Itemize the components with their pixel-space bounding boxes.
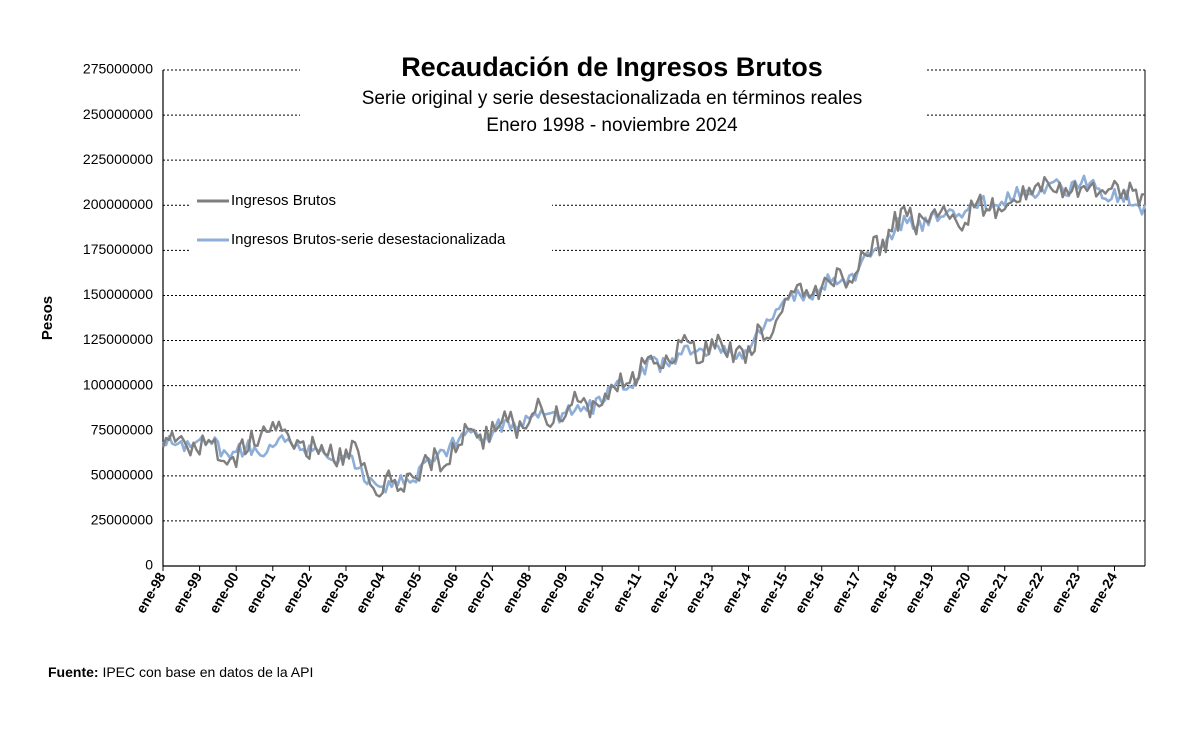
y-tick-label: 175000000 xyxy=(83,241,153,257)
title-background xyxy=(300,46,925,138)
x-tick-label: ene-15 xyxy=(755,569,791,616)
y-tick-labels: 0 25000000 50000000 75000000 100000000 125000… xyxy=(83,61,153,573)
y-tick-label: 125000000 xyxy=(83,331,153,347)
source-text: IPEC con base en datos de la API xyxy=(102,664,314,680)
legend: Ingresos Brutos Ingresos Brutos-serie de… xyxy=(190,188,552,254)
legend-label-desestacionalizada: Ingresos Brutos-serie desestacionalizada xyxy=(231,231,506,248)
y-tick-label: 250000000 xyxy=(83,106,153,122)
source-label: Fuente: xyxy=(48,664,99,680)
x-tick-label: ene-19 xyxy=(901,569,937,616)
chart-subtitle-2: Enero 1998 - noviembre 2024 xyxy=(486,115,738,136)
y-tick-label: 0 xyxy=(145,557,153,573)
x-tick-label: ene-03 xyxy=(316,569,352,616)
x-tick-label: ene-16 xyxy=(791,569,827,616)
plot-area xyxy=(163,70,1145,566)
legend-background xyxy=(190,188,552,254)
x-tick-label: ene-12 xyxy=(645,569,681,616)
legend-label-ingresos-brutos: Ingresos Brutos xyxy=(231,192,336,209)
x-tick-label: ene-24 xyxy=(1084,569,1120,616)
x-tick-label: ene-01 xyxy=(242,569,278,616)
y-tick-label: 50000000 xyxy=(91,467,154,483)
source-note: Fuente: IPEC con base en datos de la API xyxy=(48,664,313,680)
x-tick-label: ene-98 xyxy=(133,569,169,616)
x-tick-label: ene-99 xyxy=(169,569,205,616)
x-tick-label: ene-18 xyxy=(864,569,900,616)
y-tick-label: 100000000 xyxy=(83,376,153,392)
y-tick-label: 150000000 xyxy=(83,286,153,302)
x-tick-label: ene-23 xyxy=(1047,569,1083,616)
x-tick-label: ene-05 xyxy=(389,569,425,616)
x-tick-labels: ene-98 ene-99 ene-00 ene-01 ene-02 ene-03 ene-… xyxy=(133,566,1120,616)
x-tick-label: ene-02 xyxy=(279,569,315,616)
y-tick-label: 75000000 xyxy=(91,421,154,437)
x-tick-label: ene-11 xyxy=(609,569,645,615)
y-tick-label: 200000000 xyxy=(83,196,153,212)
series-lines xyxy=(161,174,1147,498)
x-tick-label: ene-20 xyxy=(938,569,974,616)
x-tick-label: ene-14 xyxy=(718,569,754,616)
series-line-ingresos-brutos xyxy=(161,176,1146,498)
axes xyxy=(162,70,1146,567)
x-tick-label: ene-21 xyxy=(974,569,1010,616)
x-tick-label: ene-08 xyxy=(499,569,535,616)
y-axis-label: Pesos xyxy=(39,296,56,340)
chart-subtitle-1: Serie original y serie desestacionalizad… xyxy=(362,88,863,109)
y-tick-label: 25000000 xyxy=(91,512,154,528)
x-tick-label: ene-06 xyxy=(425,569,461,616)
chart-title: Recaudación de Ingresos Brutos xyxy=(401,52,823,82)
y-tick-label: 275000000 xyxy=(83,61,153,77)
x-tick-label: ene-17 xyxy=(828,569,864,616)
x-tick-label: ene-13 xyxy=(682,569,718,616)
y-tick-label: 225000000 xyxy=(83,151,153,167)
x-tick-label: ene-09 xyxy=(535,569,571,616)
x-tick-label: ene-22 xyxy=(1011,569,1047,616)
x-tick-label: ene-00 xyxy=(206,569,242,616)
x-tick-label: ene-10 xyxy=(572,569,608,616)
x-tick-label: ene-07 xyxy=(462,569,498,616)
x-tick-label: ene-04 xyxy=(352,569,388,616)
